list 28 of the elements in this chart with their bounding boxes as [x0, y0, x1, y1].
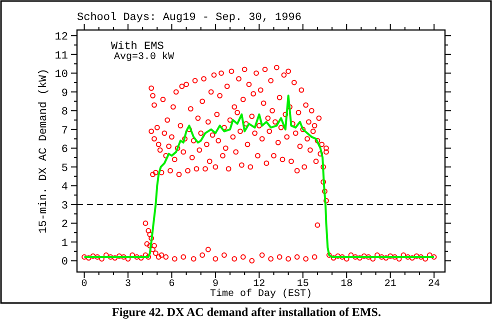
x-tick-label: 18	[340, 279, 353, 290]
annotation: With EMS	[111, 41, 164, 53]
chart-title: School Days: Aug19 - Sep. 30, 1996	[77, 12, 302, 24]
annotation: Avg=3.0 kW	[114, 51, 174, 63]
y-tick-label: 3	[61, 200, 68, 212]
y-tick-label: 7	[61, 125, 68, 138]
y-tick-label: 0	[61, 256, 68, 269]
y-tick-label: 1	[61, 238, 68, 250]
y-tick-label: 9	[61, 88, 68, 100]
y-axis-title: 15-min. DX AC Demand (kW)	[38, 68, 50, 234]
y-tick-label: 11	[54, 50, 68, 62]
y-tick-label: 5	[61, 162, 68, 175]
x-tick-label: 3	[125, 279, 132, 290]
y-tick-label: 8	[61, 106, 68, 119]
y-tick-label: 6	[61, 144, 68, 156]
x-tick-label: 24	[428, 279, 440, 290]
x-tick-label: 0	[81, 279, 88, 290]
y-tick-label: 2	[61, 219, 68, 232]
y-tick-label: 12	[54, 32, 68, 44]
x-axis-title: Time of Day (EST)	[210, 288, 312, 300]
caption: Figure 42. DX AC demand after installation of EMS.	[112, 305, 381, 319]
x-tick-label: 12	[253, 279, 266, 290]
x-tick-label: 9	[212, 279, 218, 290]
x-tick-label: 21	[384, 279, 396, 290]
y-tick-label: 10	[54, 69, 68, 82]
x-tick-label: 15	[296, 279, 309, 290]
y-tick-label: 4	[61, 182, 68, 194]
x-tick-label: 6	[168, 279, 175, 290]
